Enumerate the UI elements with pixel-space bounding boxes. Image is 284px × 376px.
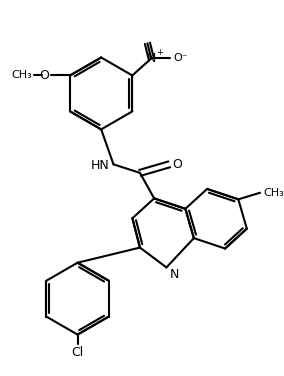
Text: N: N	[147, 52, 156, 65]
Text: CH₃: CH₃	[11, 70, 32, 80]
Text: HN: HN	[91, 159, 110, 172]
Text: Cl: Cl	[71, 346, 84, 359]
Text: O⁻: O⁻	[173, 53, 188, 64]
Text: O: O	[39, 69, 49, 82]
Text: N: N	[169, 268, 179, 280]
Text: O: O	[172, 158, 182, 171]
Text: +: +	[156, 48, 163, 57]
Text: CH₃: CH₃	[263, 188, 284, 198]
